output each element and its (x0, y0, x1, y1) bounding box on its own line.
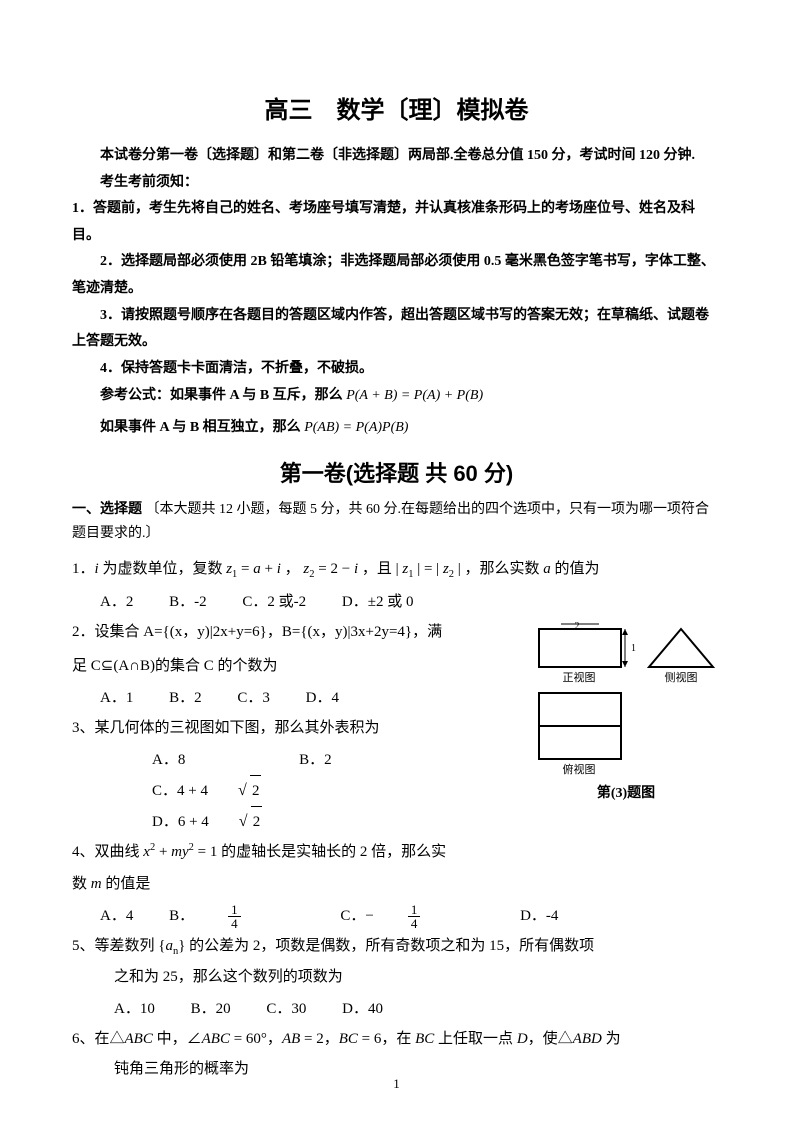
q2-opt-d: D．4 (306, 683, 339, 713)
q3-d-pre: D．6 + 4 (152, 807, 209, 837)
q4-opt-c: C．− 14 (340, 901, 484, 931)
instruction-4: 4．保持答题卡卡面清洁，不折叠，不破损。 (72, 356, 721, 383)
q4-stem: 4、双曲线 x2 + my2 = 1 的虚轴长是实轴长的 2 倍，那么实 (72, 837, 721, 867)
intro-block: 本试卷分第一卷〔选择题〕和第二卷〔非选择题〕两局部.全卷总分值 150 分，考试… (72, 143, 721, 382)
q4-b-num: 1 (228, 903, 241, 917)
section-1-lead: 一、选择题 (72, 502, 142, 517)
q3-opt-d: D．6 + 4 2 (152, 806, 326, 837)
fig-front-label: 正视图 (563, 670, 596, 684)
exam-page: 高三 数学〔理〕模拟卷 本试卷分第一卷〔选择题〕和第二卷〔非选择题〕两局部.全卷… (0, 0, 793, 1122)
intro-p1: 本试卷分第一卷〔选择题〕和第二卷〔非选择题〕两局部.全卷总分值 150 分，考试… (72, 143, 721, 170)
q5-opt-d: D．40 (342, 994, 383, 1024)
intro-p2: 考生考前须知： (72, 170, 721, 197)
formula-1: 参考公式：如果事件 A 与 B 互斥，那么 P(A + B) = P(A) + … (72, 382, 721, 410)
q1-stem: 1．i 为虚数单位，复数 z1 = a + i ， z2 = 2 − i ，且 … (72, 554, 721, 585)
question-4-cont: 数 m 的值是 (72, 869, 721, 899)
instruction-3: 3．请按照题号顺序在各题目的答题区域内作答，超出答题区域书写的答案无效；在草稿纸… (72, 303, 721, 356)
fig-side-label: 侧视图 (665, 670, 698, 684)
page-number: 1 (0, 1076, 793, 1092)
q1-opt-c: C．2 或-2 (242, 587, 306, 617)
instruction-2: 2．选择题局部必须使用 2B 铅笔填涂；非选择题局部必须使用 0.5 毫米黑色签… (72, 249, 721, 302)
q4-opt-a: A．4 (100, 901, 133, 931)
q3-c-rad: 2 (250, 775, 262, 806)
q3-opt-b: B．2 (299, 745, 332, 775)
q6-stem: 6、在△ABC 中，∠ABC = 60°，AB = 2，BC = 6，在 BC … (72, 1024, 721, 1054)
q5-opt-c: C．30 (266, 994, 306, 1024)
q2-opt-b: B．2 (169, 683, 202, 713)
instruction-1: 1．答题前，考生先将自己的姓名、考场座号填写清楚，并认真核准条形码上的考场座位号… (72, 196, 721, 249)
formula-1-label: 参考公式：如果事件 A 与 B 互斥，那么 (100, 388, 343, 403)
question-6: 6、在△ABC 中，∠ABC = 60°，AB = 2，BC = 6，在 BC … (72, 1024, 721, 1084)
question-4: 4、双曲线 x2 + my2 = 1 的虚轴长是实轴长的 2 倍，那么实 (72, 837, 721, 867)
q5-stem-l2: 之和为 25，那么这个数列的项数为 (72, 962, 721, 992)
q5-stem: 5、等差数列 {an} 的公差为 2，项数是偶数，所有奇数项之和为 15，所有偶… (72, 931, 721, 962)
q3-d-rad: 2 (251, 806, 263, 837)
three-view-svg: 2 1 正视图 侧视图 俯视图 (531, 621, 721, 781)
q5-opt-a: A．10 (114, 994, 155, 1024)
q3-fig-caption: 第(3)题图 (531, 782, 721, 802)
fig-top-label: 俯视图 (563, 762, 596, 776)
page-title: 高三 数学〔理〕模拟卷 (72, 90, 721, 125)
formula-2-label: 如果事件 A 与 B 相互独立，那么 (100, 420, 301, 435)
q4-opt-b: B． 14 (169, 901, 305, 931)
q3-opt-a: A．8 (152, 745, 185, 775)
q1-opt-d: D．±2 或 0 (342, 587, 414, 617)
q2-opt-a: A．1 (100, 683, 133, 713)
section-1-title: 第一卷(选择题 共 60 分) (72, 456, 721, 488)
q4-c-pre: C．− (340, 901, 373, 931)
q4-b-den: 4 (228, 917, 241, 930)
formula-2: 如果事件 A 与 B 相互独立，那么 P(AB) = P(A)P(B) (72, 414, 721, 442)
formula-1-math: P(A + B) = P(A) + P(B) (346, 388, 483, 403)
q5-options: A．10 B．20 C．30 D．40 (72, 994, 721, 1024)
q4-options: A．4 B．14 C．−14 D．-4 (72, 901, 721, 931)
section-1-desc: 〔本大题共 12 小题，每题 5 分，共 60 分.在每题给出的四个选项中，只有… (72, 502, 709, 541)
q4-c-num: 1 (408, 903, 421, 917)
q3-opt-c: C．4 + 4 2 (152, 775, 325, 806)
q3-figure: 2 1 正视图 侧视图 俯视图 第(3)题图 (531, 621, 721, 802)
q2-opt-c: C．3 (237, 683, 270, 713)
question-5: 5、等差数列 {an} 的公差为 2，项数是偶数，所有奇数项之和为 15，所有偶… (72, 931, 721, 992)
q4-opt-d: D．-4 (520, 901, 558, 931)
q3-c-pre: C．4 + 4 (152, 776, 208, 806)
q1-opt-b: B．-2 (169, 587, 207, 617)
formula-2-math: P(AB) = P(A)P(B) (304, 420, 408, 435)
fig-dim-h: 1 (631, 643, 636, 654)
q1-num: 1． (72, 561, 95, 577)
section-1-header: 一、选择题 〔本大题共 12 小题，每题 5 分，共 60 分.在每题给出的四个… (72, 498, 721, 546)
q5-opt-b: B．20 (191, 994, 231, 1024)
q4-c-den: 4 (408, 917, 421, 930)
fig-dim-w: 2 (575, 621, 580, 632)
q1-opt-a: A．2 (100, 587, 133, 617)
q4-stem2: 数 m 的值是 (72, 869, 721, 899)
question-1: 1．i 为虚数单位，复数 z1 = a + i ， z2 = 2 − i ，且 … (72, 554, 721, 585)
q4-b-pre: B． (169, 901, 194, 931)
q1-options: A．2 B．-2 C．2 或-2 D．±2 或 0 (72, 587, 721, 617)
